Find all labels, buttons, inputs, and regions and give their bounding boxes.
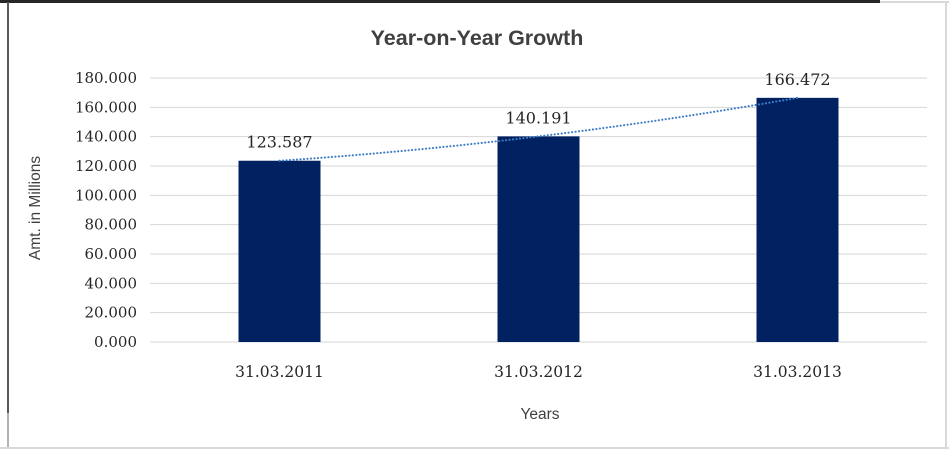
y-tick-label: 0.000 <box>94 333 137 351</box>
y-axis-title: Amt. in Millions <box>27 156 44 260</box>
y-tick-label: 160.000 <box>75 98 137 116</box>
y-tick-label: 20.000 <box>85 304 138 322</box>
data-label: 123.587 <box>246 133 312 152</box>
bar-31.03.2012 <box>497 136 580 342</box>
x-axis-title: Years <box>520 406 559 423</box>
y-tick-label: 80.000 <box>85 216 138 234</box>
chart-title: Year-on-Year Growth <box>371 26 584 50</box>
chart-object-border-right <box>945 2 947 449</box>
y-tick-label: 120.000 <box>75 157 137 175</box>
y-tick-label: 40.000 <box>85 274 138 292</box>
x-category-label: 31.03.2012 <box>494 363 583 381</box>
chart-object-border-top <box>880 1 949 3</box>
y-tick-label: 60.000 <box>85 245 138 263</box>
bar-31.03.2013 <box>756 97 839 342</box>
chart-object-border-left <box>7 413 9 449</box>
document-border-top <box>0 0 880 3</box>
y-tick-label: 100.000 <box>75 186 137 204</box>
data-label: 140.191 <box>505 108 571 127</box>
y-tick-label: 180.000 <box>75 69 137 87</box>
y-tick-label: 140.000 <box>75 128 137 146</box>
bar-31.03.2011 <box>238 160 321 342</box>
chart-object-border-bottom <box>0 447 949 449</box>
y-axis-tick-labels: 0.000 20.000 40.000 60.000 80.000 100.000 120.… <box>75 69 137 351</box>
document-border-left <box>7 2 9 413</box>
x-axis-category-labels: 31.03.2011 31.03.2012 31.03.2013 <box>235 363 842 381</box>
data-labels: 123.587 140.191 166.472 <box>246 70 830 152</box>
data-label: 166.472 <box>764 70 830 89</box>
x-category-label: 31.03.2011 <box>235 363 324 381</box>
x-category-label: 31.03.2013 <box>753 363 842 381</box>
bar-series <box>238 97 839 342</box>
